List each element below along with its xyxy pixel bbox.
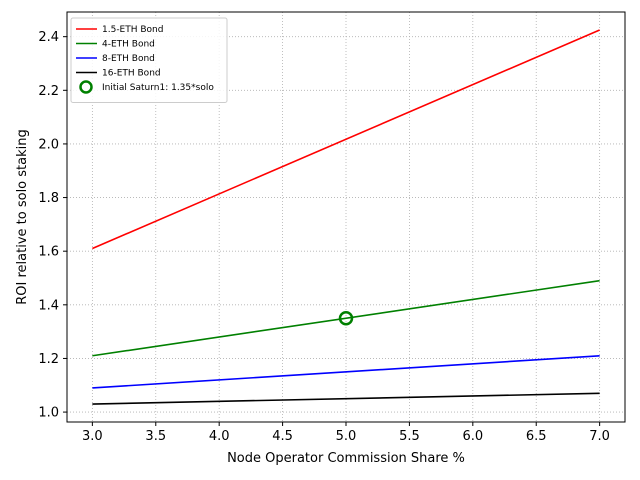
highlight-marker (338, 310, 354, 326)
series-line (92, 29, 600, 250)
series-line (92, 279, 600, 357)
y-tick-label: 1.2 (38, 352, 59, 367)
x-tick-label: 5.0 (336, 429, 357, 444)
x-tick-label: 3.5 (145, 429, 166, 444)
legend: 1.5-ETH Bond 4-ETH Bond 8-ETH Bond 16-ETH B… (70, 17, 228, 103)
y-tick-label: 1.6 (38, 245, 59, 260)
y-tick-label: 2.4 (38, 30, 59, 45)
grid-lines (67, 12, 625, 422)
legend-entry-label: 1.5-ETH Bond (102, 25, 163, 35)
y-axis-label: ROI relative to solo staking (15, 129, 30, 304)
legend-box (70, 17, 228, 103)
x-tick-label: 3.0 (82, 429, 103, 444)
x-tick-label: 7.0 (589, 429, 610, 444)
x-tick-label: 6.5 (526, 429, 547, 444)
x-tick-label: 4.0 (209, 429, 230, 444)
legend-marker-swatch (79, 80, 93, 94)
x-tick-label: 5.5 (399, 429, 420, 444)
series-line (92, 392, 600, 405)
y-tick-label: 1.8 (38, 191, 59, 206)
series-line (92, 354, 600, 389)
y-tick-label: 1.4 (38, 298, 59, 313)
x-axis-label: Node Operator Commission Share % (227, 451, 465, 466)
legend-entry-label: 16-ETH Bond (102, 69, 161, 79)
y-tick-label: 2.0 (38, 137, 59, 152)
legend-entry-label: Initial Saturn1: 1.35*solo (102, 83, 214, 93)
y-axis-ticks: 1.0 1.2 1.4 1.6 1.8 2.0 2.2 2.4 (38, 30, 67, 421)
y-tick-label: 2.2 (38, 84, 59, 99)
legend-entry-label: 8-ETH Bond (102, 54, 155, 64)
series-lines (92, 29, 600, 405)
x-tick-label: 4.5 (272, 429, 293, 444)
y-tick-label: 1.0 (38, 406, 59, 421)
legend-entry-label: 4-ETH Bond (102, 40, 155, 50)
highlight-markers (338, 310, 354, 326)
x-tick-label: 6.0 (462, 429, 483, 444)
x-axis-ticks: 3.0 3.5 4.0 4.5 5.0 5.5 6.0 6.5 7.0 (82, 422, 610, 444)
